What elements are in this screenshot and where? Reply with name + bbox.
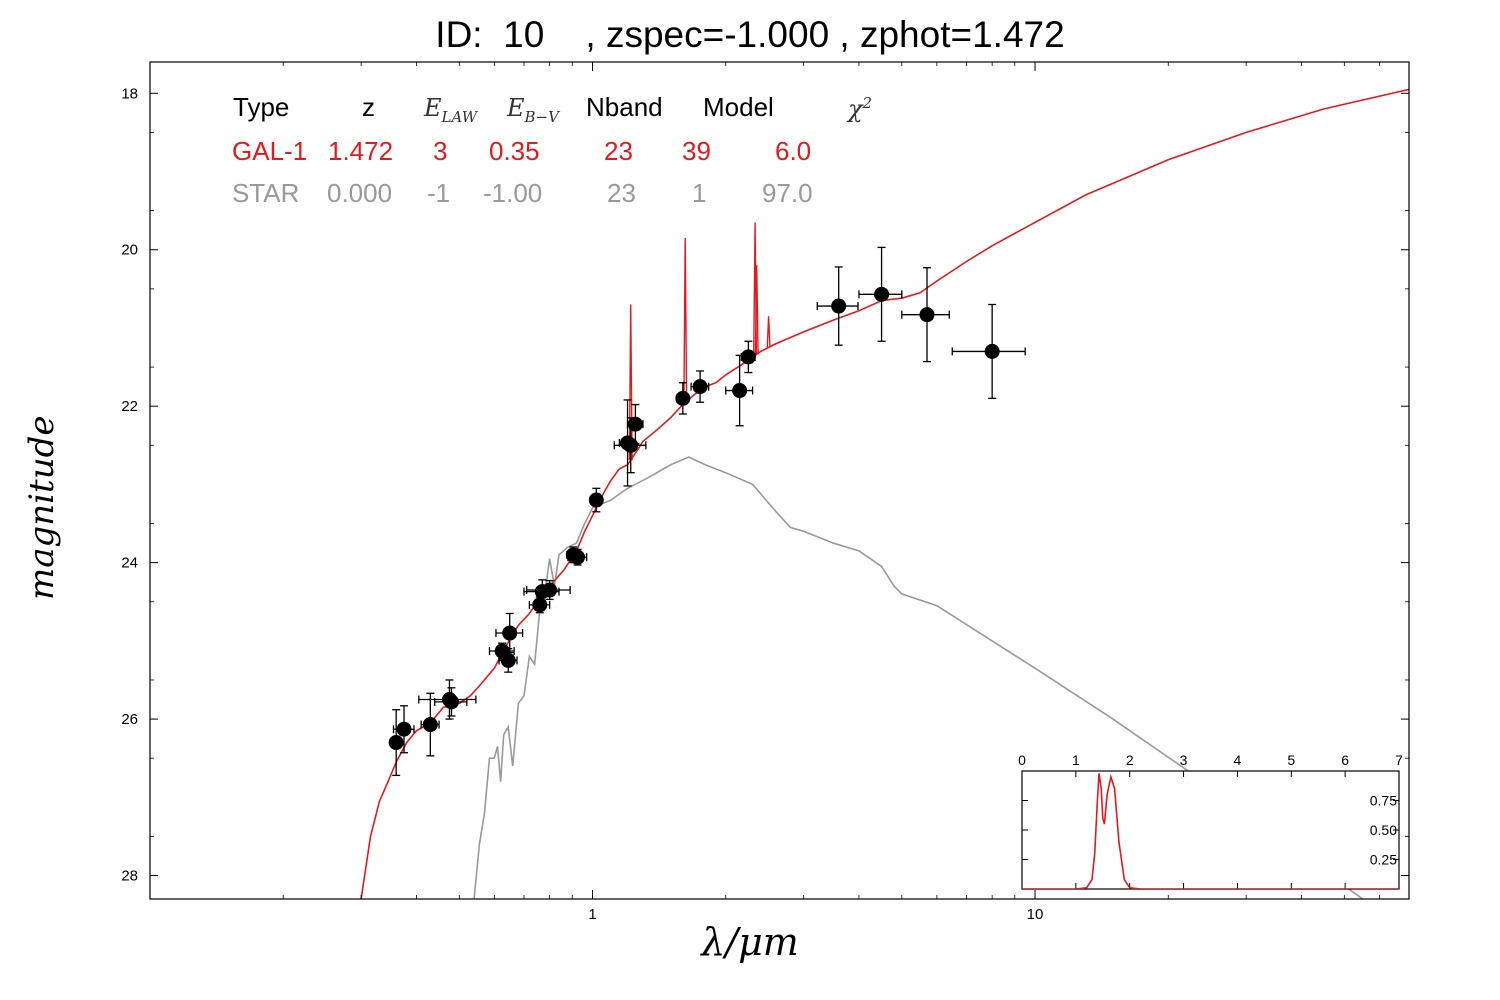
emission-line — [628, 304, 633, 461]
observation-point — [951, 303, 1026, 400]
gal-model: 39 — [682, 136, 711, 166]
header-type: Type — [233, 92, 290, 122]
observation-marker — [532, 597, 548, 613]
gal-ebv: 0.35 — [489, 136, 540, 166]
x-axis-label: λ/μm — [701, 920, 799, 964]
star-ebv: -1.00 — [483, 178, 543, 208]
observation-point — [740, 340, 756, 374]
star-elaw: -1 — [427, 178, 451, 208]
gal-type: GAL-1 — [232, 136, 308, 166]
observation-marker — [919, 307, 935, 323]
inset-x-tick-label: 4 — [1234, 752, 1242, 768]
observation-marker — [542, 582, 558, 598]
observation-point — [675, 382, 691, 415]
y-tick-label: 22 — [121, 398, 138, 415]
header-nband: Nband — [586, 92, 663, 122]
observation-point — [613, 417, 647, 474]
observation-point — [526, 579, 571, 601]
y-tick-label: 26 — [121, 711, 138, 728]
star-chi2: 97.0 — [762, 178, 813, 208]
inset-x-tick-label: 2 — [1126, 752, 1134, 768]
observation-point — [725, 354, 754, 427]
observations-layer — [388, 246, 1026, 777]
observation-marker — [623, 437, 639, 453]
inset-x-tick-label: 3 — [1180, 752, 1188, 768]
observation-marker — [422, 717, 438, 733]
gal-chi2: 6.0 — [775, 136, 812, 166]
y-tick-label: 18 — [121, 85, 138, 102]
observation-point — [388, 709, 404, 777]
inset-y-tick-label: 0.75 — [1370, 793, 1397, 809]
observation-point — [588, 487, 604, 513]
observation-marker — [396, 721, 412, 737]
observation-marker — [984, 343, 1000, 359]
y-tick-label: 20 — [121, 242, 138, 259]
observation-marker — [732, 383, 748, 399]
observation-marker — [443, 694, 459, 710]
chart-title: ID: 10 , zspec=-1.000 , zphot=1.472 — [435, 14, 1065, 55]
emission-line — [683, 237, 688, 403]
inset-y-tick-label: 0.50 — [1370, 822, 1397, 838]
header-chi2: χ2 — [848, 94, 873, 123]
y-tick-label: 24 — [121, 555, 138, 572]
y-axis-label: magnitude — [22, 415, 62, 601]
x-tick-label: 1 — [588, 906, 596, 923]
inset-x-tick-label: 0 — [1018, 752, 1026, 768]
plot-frame — [149, 61, 1410, 900]
observation-marker — [627, 416, 643, 432]
observation-point — [528, 596, 551, 614]
observation-marker — [570, 549, 586, 565]
observation-point — [858, 246, 903, 342]
star-z: 0.000 — [327, 178, 393, 208]
observation-marker — [502, 625, 518, 641]
observation-marker — [874, 286, 890, 302]
gal-nband: 23 — [604, 136, 633, 166]
header-z: z — [362, 92, 375, 122]
inset-x-tick-label: 7 — [1395, 752, 1403, 768]
header-model: Model — [703, 92, 774, 122]
header-ebv: EB−V — [507, 94, 559, 126]
observation-point — [434, 687, 468, 717]
gal-elaw: 3 — [433, 136, 448, 166]
observation-point — [690, 370, 710, 403]
observation-marker — [831, 298, 847, 314]
inset-x-tick-label: 5 — [1287, 752, 1295, 768]
observation-point — [420, 692, 440, 757]
star-nband: 23 — [607, 178, 636, 208]
star-type: STAR — [232, 178, 300, 208]
gal-z: 1.472 — [328, 136, 394, 166]
observation-point — [816, 266, 859, 346]
observation-marker — [740, 349, 756, 365]
observation-marker — [588, 492, 604, 508]
inset-x-tick-label: 1 — [1072, 752, 1080, 768]
inset-x-tick-label: 6 — [1341, 752, 1349, 768]
pdf-line — [1022, 773, 1399, 889]
inset-y-tick-label: 0.25 — [1370, 852, 1397, 868]
observation-point — [626, 403, 644, 445]
header-elaw: ELAW — [424, 94, 478, 126]
observation-point — [392, 705, 415, 754]
x-tick-label: 10 — [1027, 906, 1044, 923]
observation-marker — [675, 390, 691, 406]
emission-line — [754, 265, 759, 355]
pdf-inset: 0 1 2 3 4 5 6 7 0.25 0.50 0.75 — [1018, 752, 1403, 890]
observation-marker — [388, 735, 404, 751]
observation-marker — [500, 652, 516, 668]
observation-point — [495, 612, 524, 654]
emission-line — [766, 316, 771, 348]
y-tick-label: 28 — [121, 868, 138, 885]
observation-marker — [692, 379, 708, 395]
observation-point — [567, 548, 588, 566]
observation-point — [901, 267, 950, 363]
inset-frame — [1021, 770, 1400, 890]
star-model: 1 — [692, 178, 707, 208]
